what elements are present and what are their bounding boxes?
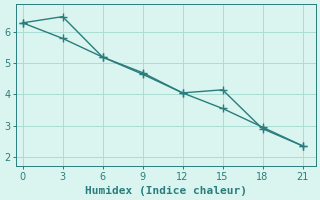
X-axis label: Humidex (Indice chaleur): Humidex (Indice chaleur) (85, 186, 247, 196)
